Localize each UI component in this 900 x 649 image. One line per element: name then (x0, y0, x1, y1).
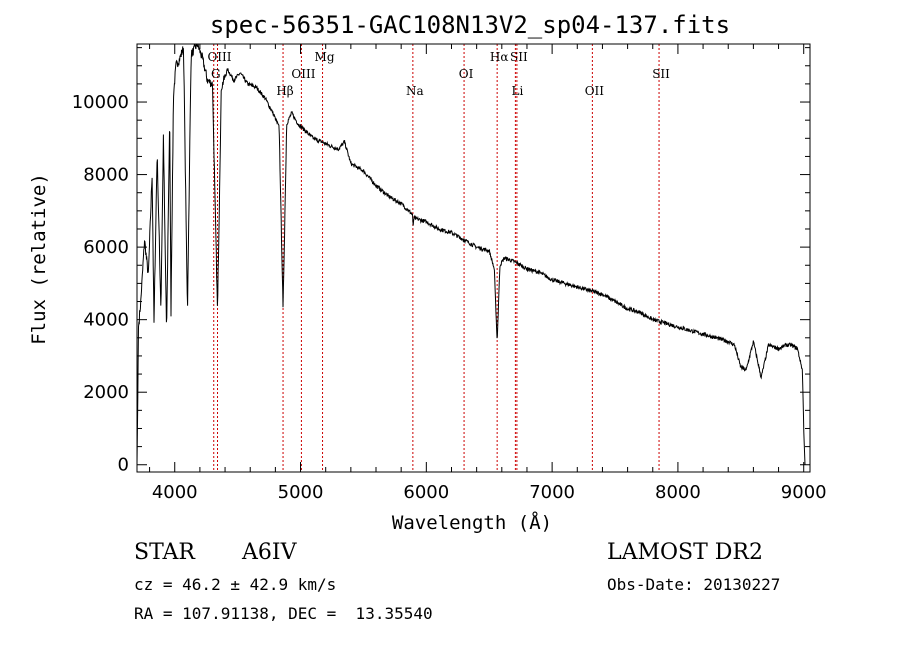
y-tick-label: 0 (118, 455, 129, 476)
spectrum-series (136, 43, 806, 465)
plot-frame (136, 43, 811, 473)
line-marker-label: Hβ (276, 84, 293, 98)
line-marker-label: SII (510, 50, 528, 64)
line-marker-label: OII (585, 84, 605, 98)
line-marker-label: Hα (490, 50, 509, 64)
redshift-velocity: cz = 46.2 ± 42.9 km/s (134, 575, 337, 594)
line-marker-label: OIII (207, 50, 231, 64)
y-axis-label: Flux (relative) (28, 173, 50, 345)
line-marker-label: OI (459, 67, 474, 81)
object-class-label: STAR (134, 540, 195, 565)
line-marker-label: OIII (291, 67, 315, 81)
x-tick-label: 7000 (529, 482, 575, 503)
line-marker-label: Mg (315, 50, 335, 64)
y-tick-label: 2000 (83, 382, 129, 403)
x-tick-label: 9000 (781, 482, 827, 503)
line-marker-label: SII (652, 67, 670, 81)
observation-date: Obs-Date: 20130227 (607, 575, 781, 594)
sky-coordinates: RA = 107.91138, DEC = 13.35540 (134, 604, 433, 623)
axes: 4000 5000 6000 7000 8000 9000 0 2000 4000 6000 800… (72, 44, 827, 503)
line-marker-label: Na (406, 84, 424, 98)
spectrum-line (136, 43, 806, 465)
x-tick-label: 8000 (655, 482, 701, 503)
line-marker-label: G (211, 67, 221, 81)
y-tick-label: 4000 (83, 310, 129, 331)
x-tick-label: 6000 (403, 482, 449, 503)
survey-label: LAMOST DR2 (607, 540, 763, 565)
line-marker-label: Li (511, 84, 523, 98)
y-tick-label: 6000 (83, 237, 129, 258)
chart-title: spec-56351-GAC108N13V2_sp04-137.fits (210, 11, 730, 39)
object-subclass-label: A6IV (242, 540, 297, 565)
x-axis-label: Wavelength (Å) (392, 511, 552, 534)
y-tick-label: 8000 (83, 165, 129, 186)
y-tick-label: 10000 (72, 92, 129, 113)
x-tick-label: 4000 (152, 482, 198, 503)
x-tick-label: 5000 (278, 482, 324, 503)
spectrum-chart: spec-56351-GAC108N13V2_sp04-137.fits OII… (28, 11, 827, 534)
